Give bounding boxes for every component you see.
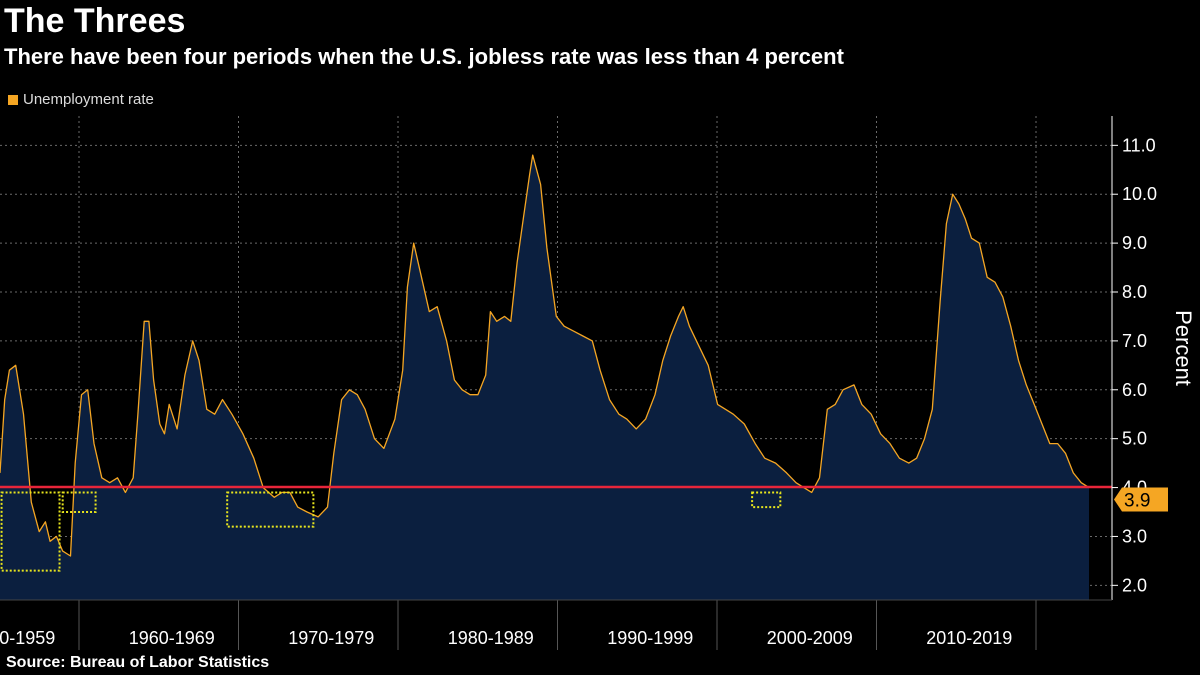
y-tick-label: 6.0 — [1122, 380, 1147, 400]
x-category-label: 1970-1979 — [288, 628, 374, 648]
y-tick-label: 2.0 — [1122, 575, 1147, 595]
chart-title: The Threes — [4, 2, 186, 40]
current-value-label: 3.9 — [1124, 490, 1150, 511]
y-tick-label: 8.0 — [1122, 282, 1147, 302]
y-tick-label: 7.0 — [1122, 331, 1147, 351]
legend: Unemployment rate — [8, 91, 154, 108]
y-tick-label: 3.0 — [1122, 526, 1147, 546]
legend-swatch — [8, 94, 18, 105]
x-category-label: 2000-2009 — [767, 628, 853, 648]
x-category-label: 1960-1969 — [129, 628, 215, 648]
series-line — [0, 154, 1090, 557]
y-tick-label: 9.0 — [1122, 233, 1147, 253]
chart-subtitle: There have been four periods when the U.… — [4, 44, 844, 69]
axis-layer: 2.03.04.05.06.07.08.09.010.011.01950-195… — [0, 116, 1196, 650]
current-value-badge — [1114, 487, 1168, 512]
y-tick-label: 10.0 — [1122, 184, 1157, 204]
series-area — [0, 155, 1089, 600]
area-layer — [0, 154, 1090, 600]
highlight-layer — [0, 491, 782, 572]
source-note: Source: Bureau of Labor Statistics — [6, 654, 270, 671]
x-category-label: 1990-1999 — [607, 628, 693, 648]
legend-label: Unemployment rate — [23, 91, 154, 108]
highlight-period-box — [751, 491, 782, 509]
highlight-period-box — [0, 491, 61, 572]
x-category-label: 1980-1989 — [448, 628, 534, 648]
x-category-label: 1950-1959 — [0, 628, 55, 648]
y-tick-label: 5.0 — [1122, 429, 1147, 449]
y-tick-label: 11.0 — [1122, 135, 1156, 155]
y-axis-title: Percent — [1171, 310, 1196, 386]
highlight-period-box — [61, 491, 97, 514]
x-category-label: 2010-2019 — [926, 628, 1012, 648]
